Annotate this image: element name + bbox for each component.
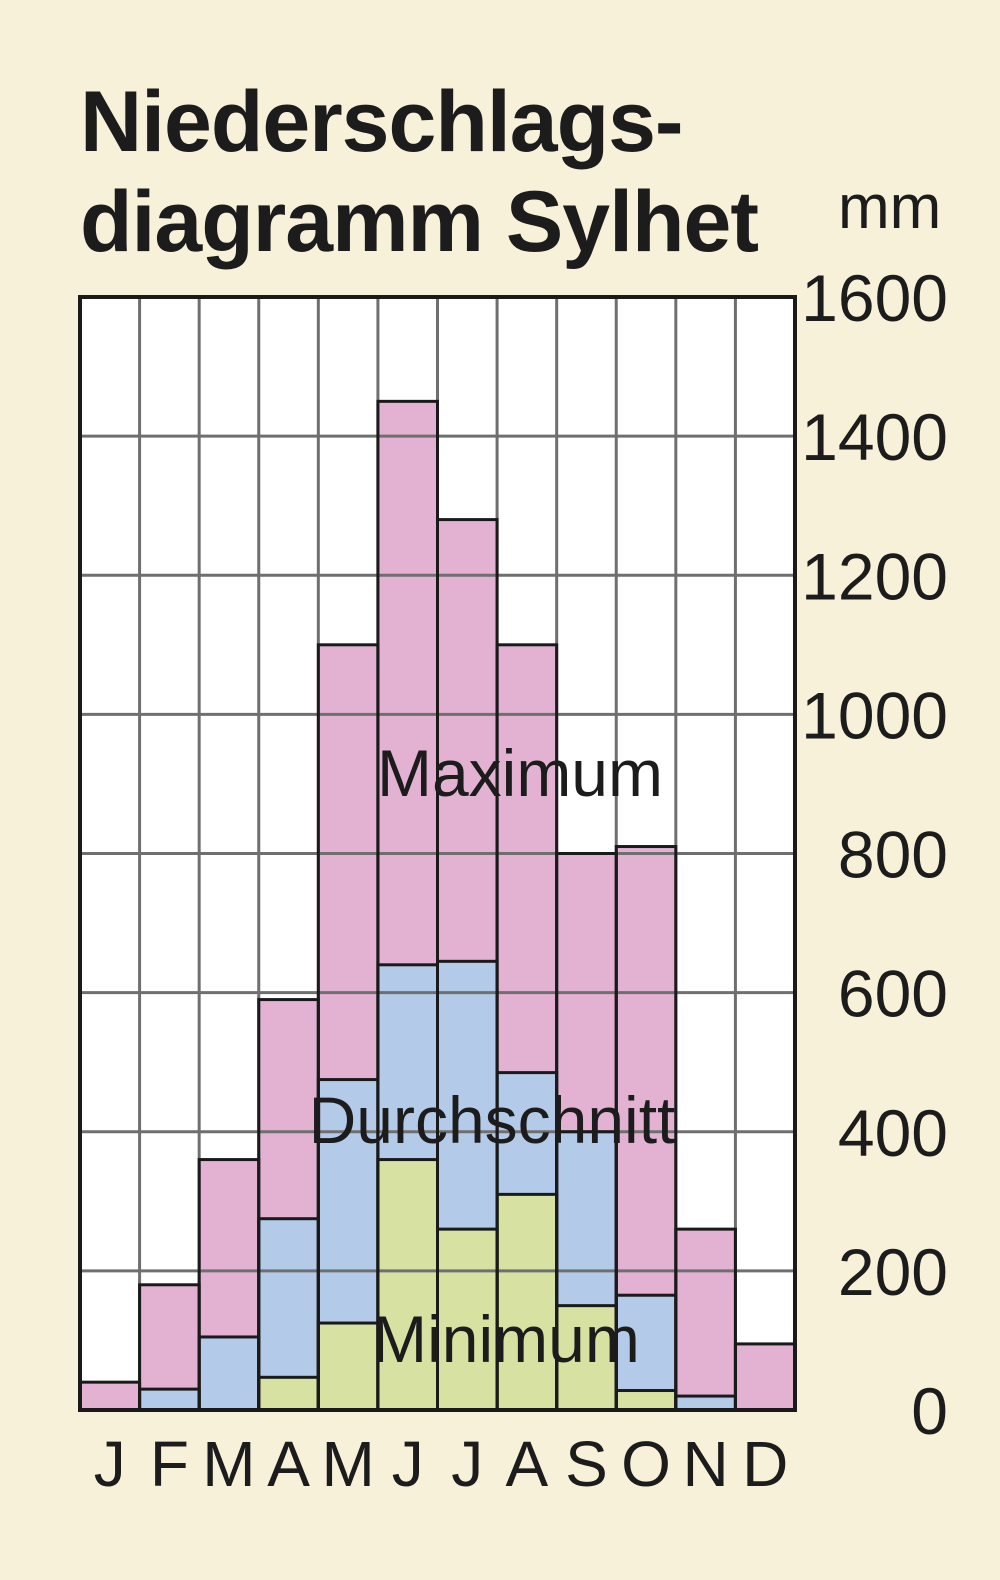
series-label-durchschnitt: Durchschnitt (309, 1083, 676, 1157)
series-label-maximum: Maximum (377, 736, 663, 810)
chart-title-line-1: Niederschlags- (80, 74, 684, 170)
y-tick-label-1600: 1600 (801, 261, 948, 335)
series-labels-layer: Maximum Durchschnitt Minimum (309, 736, 676, 1376)
y-tick-label-200: 200 (838, 1235, 948, 1309)
x-tick-label-8: A (506, 1428, 549, 1500)
x-tick-label-2: F (150, 1428, 189, 1500)
bar-durchschnitt-11 (675, 1396, 736, 1410)
bar-minimum-9 (556, 1305, 617, 1410)
chart-title: Niederschlags- diagramm Sylhet (80, 72, 759, 272)
bar-maximum-1 (80, 1382, 140, 1410)
x-tick-label-4: A (267, 1428, 310, 1500)
series-label-minimum: Minimum (372, 1302, 640, 1376)
bar-durchschnitt-3 (199, 1336, 259, 1410)
bar-minimum-6 (377, 1159, 438, 1410)
x-tick-label-11: N (683, 1428, 729, 1500)
bar-minimum-10 (616, 1390, 676, 1410)
y-tick-label-400: 400 (838, 1096, 948, 1170)
bar-minimum-8 (497, 1194, 557, 1410)
bar-maximum-11 (675, 1229, 736, 1410)
chart-title-line-2: diagramm Sylhet (80, 174, 759, 270)
y-tick-label-800: 800 (838, 818, 948, 892)
x-tick-label-9: S (565, 1428, 608, 1500)
bars-layer (80, 401, 795, 1410)
bar-durchschnitt-2 (139, 1389, 200, 1410)
y-axis-unit: mm (838, 173, 942, 242)
x-tick-label-3: M (202, 1428, 255, 1500)
bar-minimum-4 (258, 1377, 319, 1410)
x-tick-label-12: D (742, 1428, 788, 1500)
bar-maximum-12 (735, 1343, 795, 1410)
y-tick-label-600: 600 (838, 957, 948, 1031)
bar-minimum-5 (318, 1323, 378, 1410)
y-tick-label-0: 0 (911, 1374, 948, 1448)
x-tick-label-7: J (451, 1428, 483, 1500)
y-axis: 0 200 400 600 800 1000 1200 1400 1600 (801, 261, 948, 1448)
x-tick-label-5: M (321, 1428, 374, 1500)
y-tick-label-1400: 1400 (801, 400, 948, 474)
x-tick-label-6: J (392, 1428, 424, 1500)
bar-minimum-7 (437, 1229, 498, 1410)
x-tick-label-1: J (94, 1428, 126, 1500)
y-tick-label-1000: 1000 (801, 678, 948, 752)
y-tick-label-1200: 1200 (801, 539, 948, 613)
plot-frame (78, 295, 797, 1412)
x-tick-label-10: O (621, 1428, 671, 1500)
